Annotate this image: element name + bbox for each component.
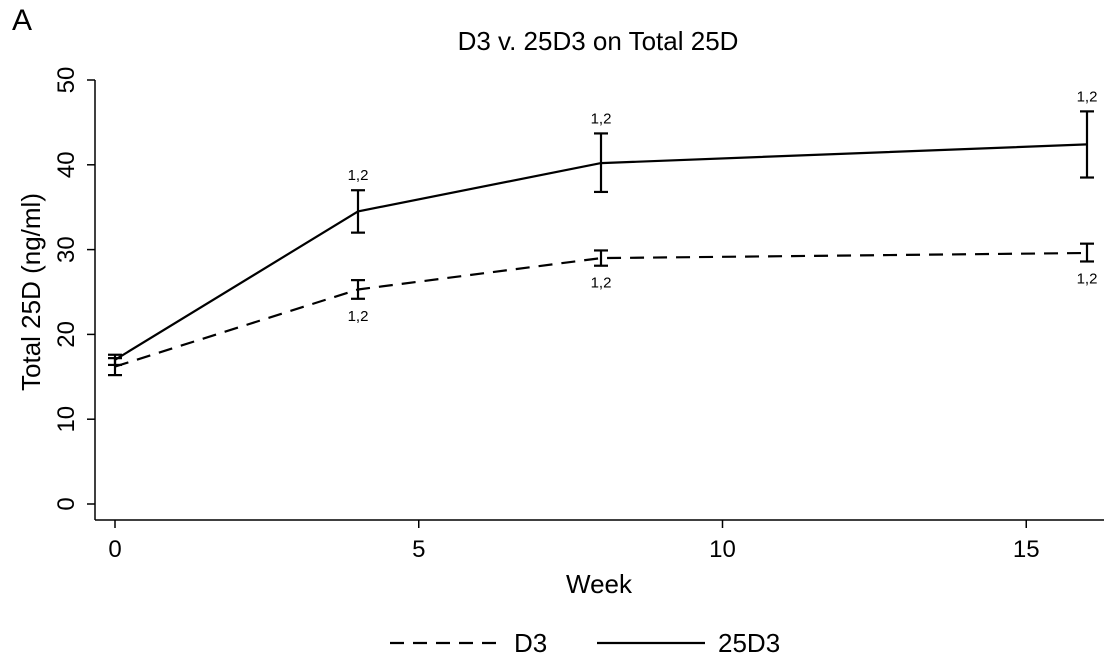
error-bar-25d3: [594, 132, 608, 194]
x-tick-label: 10: [709, 536, 736, 563]
y-tick-label: 0: [53, 497, 80, 510]
significance-label: 1,2: [348, 308, 369, 325]
significance-label: 1,2: [348, 167, 369, 184]
x-tick-label: 5: [412, 536, 425, 563]
y-tick-label: 50: [53, 67, 80, 94]
legend-label-d3: D3: [514, 628, 547, 658]
significance-label: 1,2: [1077, 88, 1098, 105]
significance-label: 1,2: [591, 275, 612, 292]
y-tick-label: 30: [53, 236, 80, 263]
x-axis-title: Week: [566, 569, 633, 599]
y-tick-label: 40: [53, 151, 80, 178]
chart-title: D3 v. 25D3 on Total 25D: [458, 26, 739, 56]
series-line-25d3: [114, 143, 1088, 361]
y-tick-label: 20: [53, 321, 80, 348]
significance-label: 1,2: [591, 110, 612, 127]
y-tick-label: 10: [53, 406, 80, 433]
panel-letter: A: [12, 4, 33, 37]
x-tick-label: 15: [1013, 536, 1040, 563]
series-line-d3: [114, 251, 1088, 368]
significance-label: 1,2: [1077, 270, 1098, 287]
error-bar-d3: [1080, 242, 1094, 263]
series-group: 1,2 1,2 1,2 1,2 1,2 1,2: [108, 88, 1098, 377]
x-tick-label: 0: [108, 536, 121, 563]
legend: D3 25D3: [390, 628, 780, 658]
axes-ticks: 0 10 20 30 40 50 0 5 10 15: [53, 67, 1040, 563]
y-axis-title: Total 25D (ng/ml): [16, 193, 46, 391]
legend-label-25d3: 25D3: [718, 628, 780, 658]
